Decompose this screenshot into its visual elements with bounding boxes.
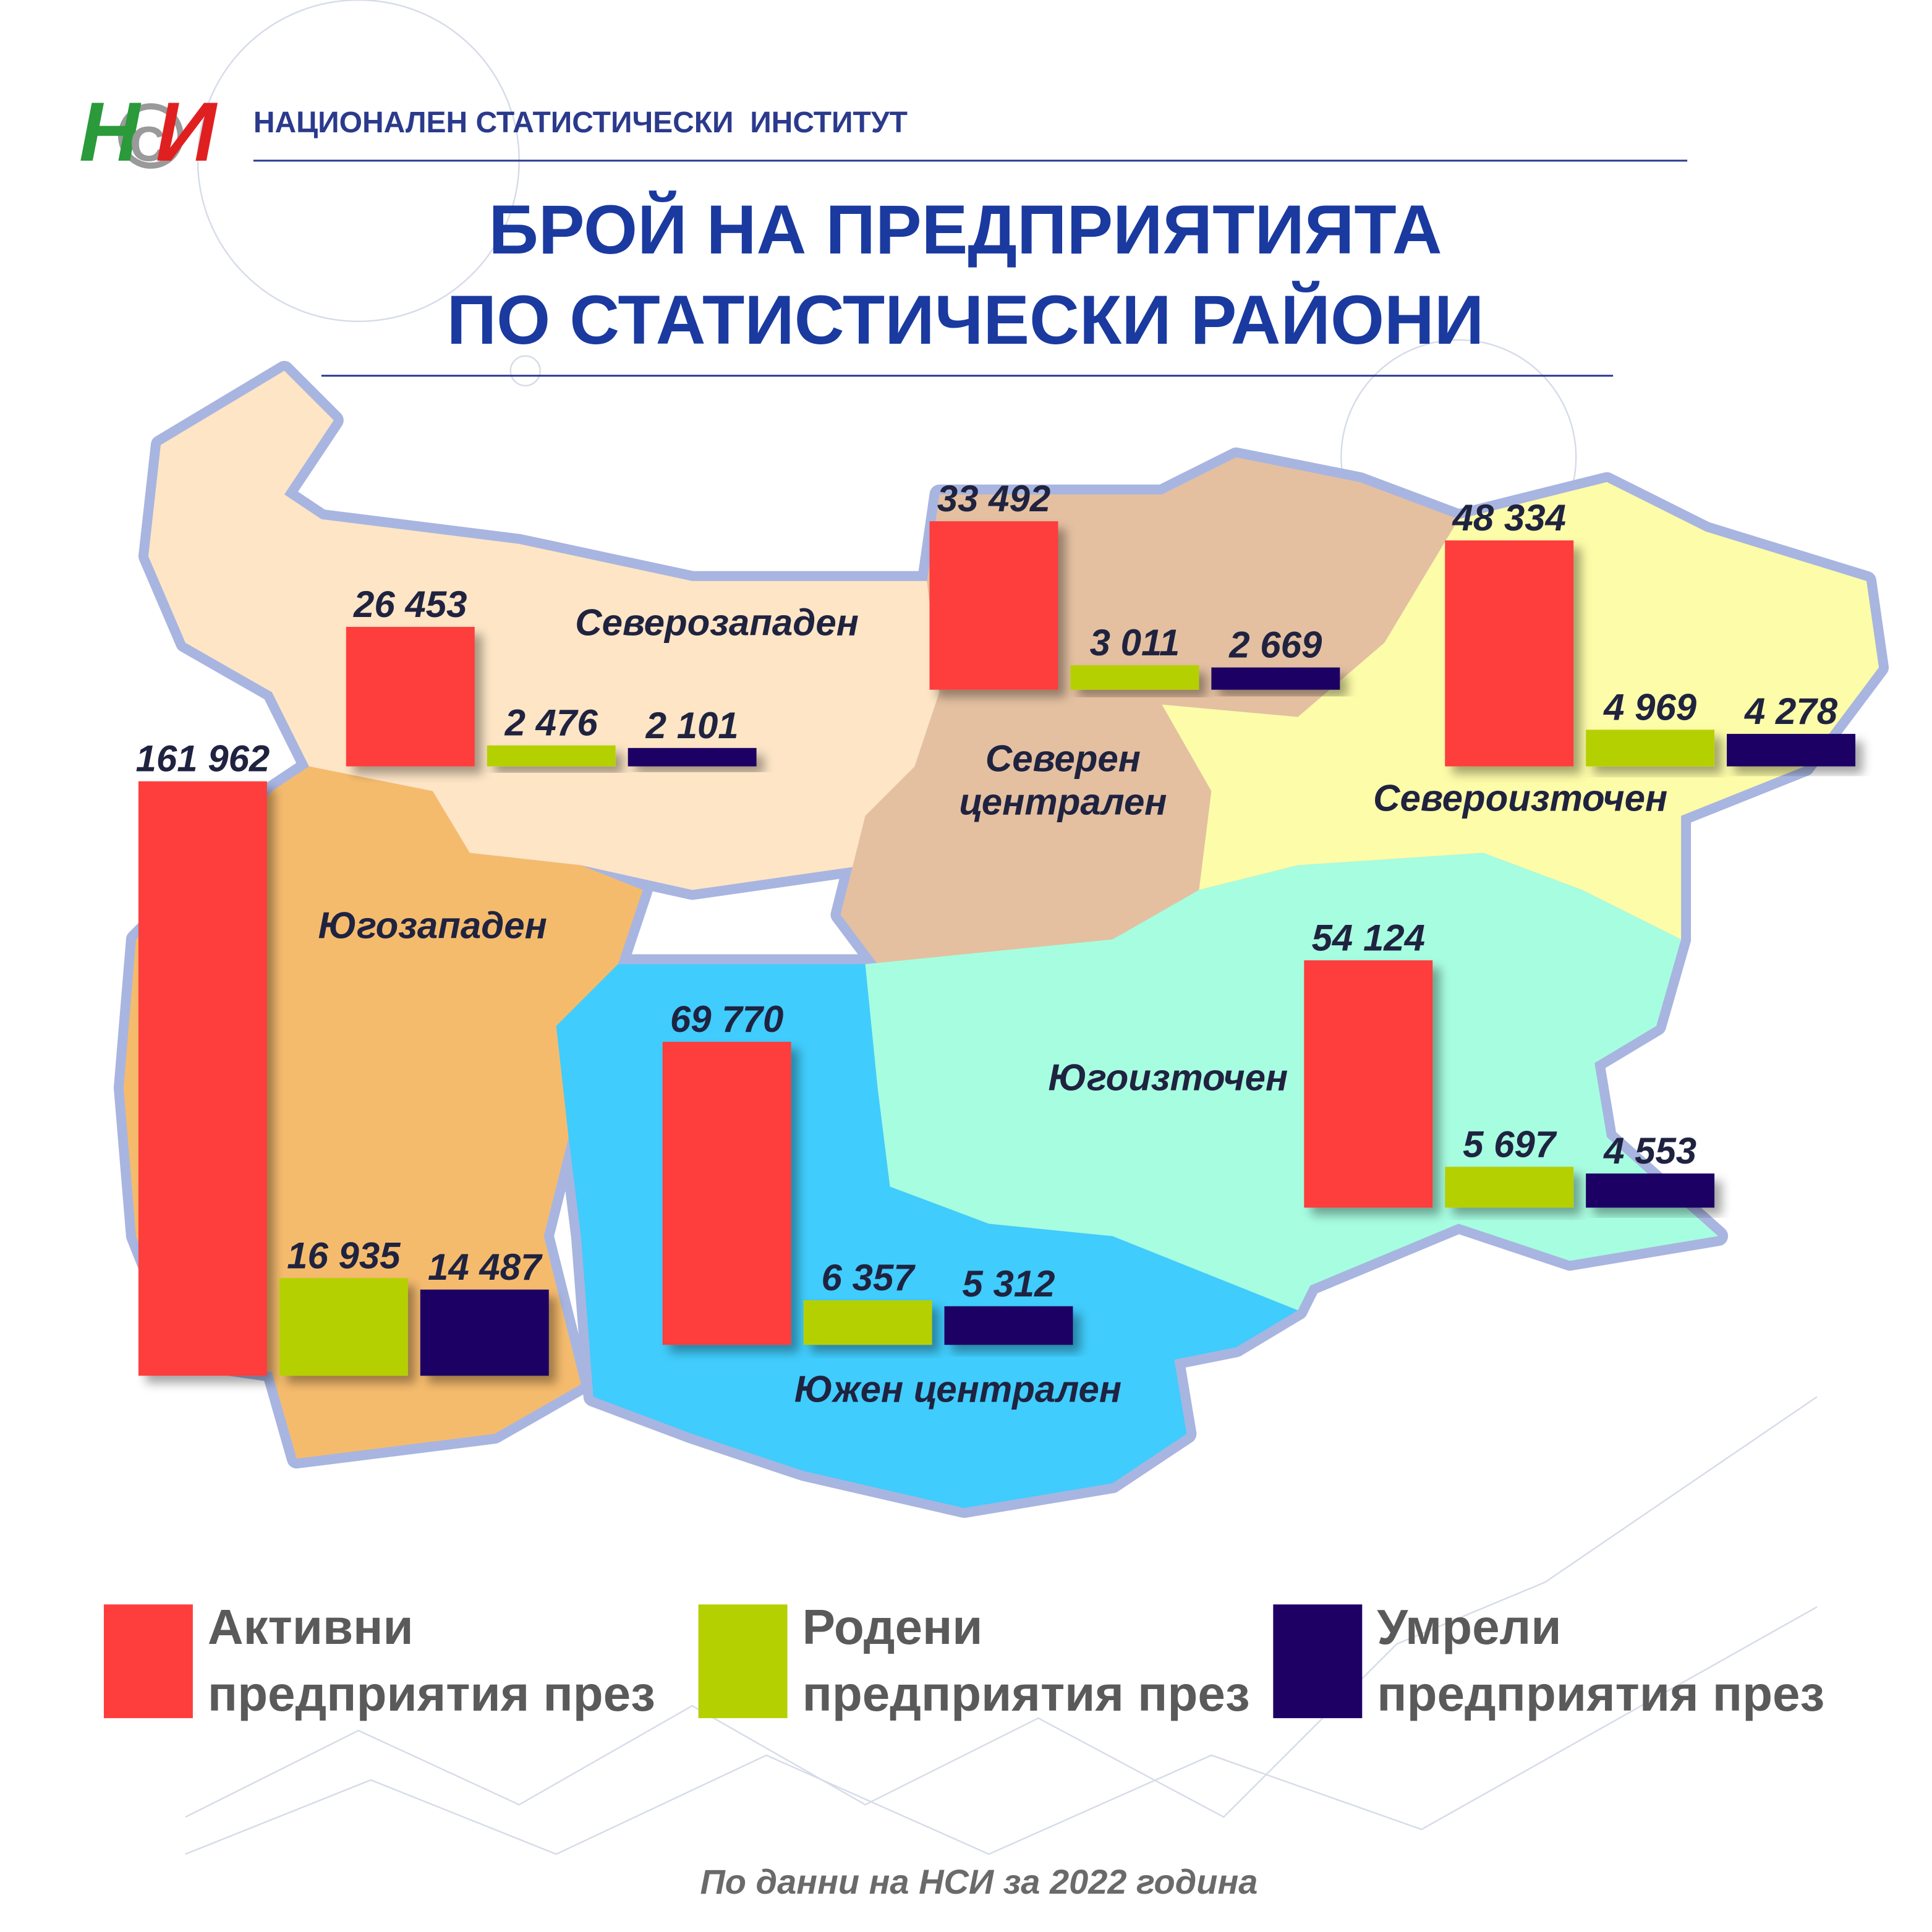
bar: [944, 1306, 1073, 1345]
legend-label: Умрели предприятия през 2021 година: [1377, 1601, 1825, 1722]
bar: [1727, 734, 1856, 767]
bar: [1445, 1167, 1574, 1208]
region-label: Югозападен: [318, 906, 547, 947]
value-label: 4 969: [1603, 686, 1697, 728]
region-label: Югоизточен: [1048, 1058, 1288, 1099]
bar: [346, 626, 475, 767]
value-label: 6 357: [822, 1257, 916, 1298]
organization: НАЦИОНАЛЕН СТАТИСТИЧЕСКИ ИНСТИТУТ: [253, 106, 908, 139]
value-label: 3 011: [1090, 622, 1180, 663]
source-note: По данни на НСИ за 2022 година: [700, 1862, 1258, 1901]
logo-ring: [117, 103, 184, 169]
value-label: 26 453: [353, 584, 467, 625]
legend-label: Активни предприятия през 2022 година: [207, 1601, 655, 1722]
region-label-box: Северозападен: [575, 603, 859, 644]
value-label: 5 312: [962, 1263, 1055, 1304]
bar: [1586, 730, 1715, 767]
region-label-box: Североизточен: [1373, 778, 1668, 820]
value-label: 16 935: [287, 1235, 401, 1276]
value-label: 161 962: [136, 738, 270, 780]
bar: [487, 745, 616, 767]
bar: [1211, 667, 1340, 690]
region-label: Южен централен: [794, 1369, 1122, 1411]
region-label: Северозападен: [575, 603, 859, 644]
legend-swatch: [698, 1604, 788, 1719]
logo-letter: И: [156, 85, 218, 179]
logo-letter: Н: [79, 85, 142, 179]
value-label: 2 669: [1228, 624, 1322, 666]
region-label: Северен централен: [959, 739, 1167, 823]
region-label-box: Северен централен: [959, 739, 1167, 823]
value-label: 33 492: [937, 478, 1050, 519]
logo-letter: С: [130, 116, 166, 171]
bar: [803, 1300, 932, 1345]
chart-title: БРОЙ НА ПРЕДПРИЯТИЯТА: [488, 191, 1442, 268]
bar: [1586, 1173, 1715, 1208]
logo: Н С И: [79, 85, 218, 179]
region-label-box: Югоизточен: [1048, 1058, 1288, 1099]
value-label: 4 553: [1603, 1130, 1696, 1172]
bar: [628, 747, 757, 767]
bar: [1445, 540, 1574, 767]
bar: [279, 1278, 408, 1376]
legend-swatch: [1273, 1604, 1363, 1719]
value-label: 54 124: [1312, 917, 1425, 958]
value-label: 2 101: [645, 705, 739, 746]
bar: [138, 781, 267, 1376]
region-label-box: Югозападен: [318, 906, 547, 947]
value-label: 2 476: [504, 702, 598, 744]
value-label: 4 278: [1744, 691, 1838, 732]
chart-title: ПО СТАТИСТИЧЕСКИ РАЙОНИ: [447, 281, 1484, 359]
legend-swatch: [103, 1604, 193, 1719]
bar: [420, 1289, 549, 1376]
bar: [1304, 960, 1433, 1208]
legend-label: Родени предприятия през 2022 година: [802, 1601, 1250, 1722]
bar: [1070, 665, 1199, 690]
value-label: 5 697: [1463, 1123, 1557, 1165]
value-label: 69 770: [670, 998, 783, 1040]
legend-label-box: Активни предприятия през 2022 година: [207, 1601, 655, 1722]
region-label-box: Южен централен: [794, 1369, 1122, 1411]
legend-label-box: Умрели предприятия през 2021 година: [1377, 1601, 1825, 1722]
bar: [929, 521, 1058, 690]
value-label: 48 334: [1452, 497, 1566, 538]
region-label: Североизточен: [1373, 778, 1668, 820]
value-label: 14 487: [428, 1246, 543, 1288]
bar: [662, 1042, 791, 1345]
legend-label-box: Родени предприятия през 2022 година: [802, 1601, 1250, 1722]
